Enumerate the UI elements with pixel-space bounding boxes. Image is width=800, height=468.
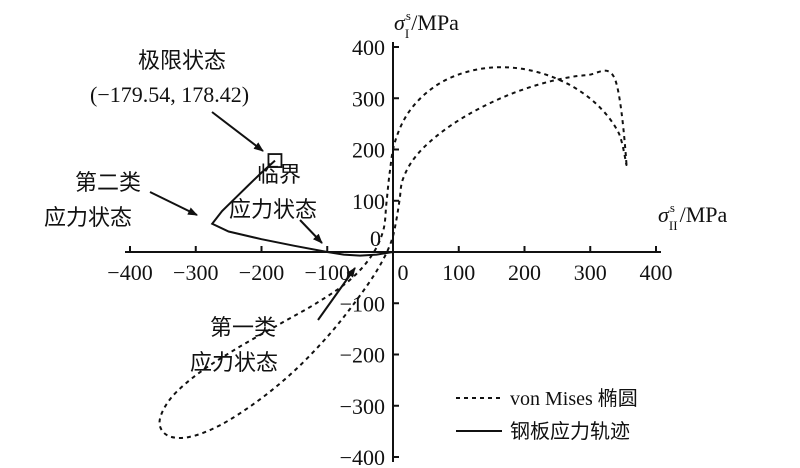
annotation-second-class-line2: 应力状态	[44, 206, 132, 231]
arrow-limit-state	[211, 111, 264, 152]
y-tick-label: −100	[340, 291, 385, 316]
x-axis-title-subscript: II	[669, 218, 678, 233]
x-tick-label: −200	[239, 260, 284, 285]
x-tick-label: −300	[173, 260, 218, 285]
x-axis-title-unit: /MPa	[680, 202, 728, 227]
y-tick-label: 100	[352, 189, 385, 214]
x-axis-title-superscript: s	[670, 200, 675, 215]
arrow-second-class	[149, 191, 198, 216]
y-axis-title-symbol: σ	[394, 10, 406, 35]
annotation-critical-state-line1: 临界	[257, 163, 301, 188]
von-mises-ellipse-line	[158, 66, 628, 439]
y-axis-title-subscript: I	[405, 26, 409, 41]
y-tick-label: 400	[352, 35, 385, 60]
arrow-critical-state	[299, 219, 323, 244]
y-axis-title-superscript: s	[406, 8, 411, 23]
y-tick-label: 300	[352, 86, 385, 111]
y-tick-label: −300	[340, 394, 385, 419]
x-tick-label: −100	[305, 260, 350, 285]
x-axis-title-symbol: σ	[658, 202, 670, 227]
y-tick-label: −200	[340, 343, 385, 368]
annotation-second-class-line1: 第二类	[75, 171, 141, 196]
x-tick-label: 100	[442, 260, 475, 285]
y-axis-ticks: −400 −300 −200 −100 0 100 200 300 400	[340, 35, 399, 468]
stress-trajectory-line	[210, 159, 394, 257]
x-tick-label: 300	[574, 260, 607, 285]
annotation-limit-state-title: 极限状态	[138, 49, 226, 74]
x-tick-label: 200	[508, 260, 541, 285]
y-tick-label-zero: 0	[370, 226, 381, 251]
x-tick-label: −400	[107, 260, 152, 285]
annotation-first-class-line2: 应力状态	[190, 351, 278, 376]
y-tick-label: −400	[340, 445, 385, 468]
x-tick-label: 0	[398, 260, 409, 285]
legend-label-ellipse: von Mises 椭圆	[510, 387, 638, 410]
annotation-critical-state-line2: 应力状态	[229, 198, 317, 223]
x-axis-title: σs II/MPa	[658, 200, 728, 233]
annotation-limit-state-coords: (−179.54, 178.42)	[90, 82, 249, 107]
legend: von Mises 椭圆 钢板应力轨迹	[456, 387, 638, 443]
x-tick-label: 400	[640, 260, 673, 285]
annotation-first-class-line1: 第一类	[210, 316, 276, 341]
y-axis-title-unit: /MPa	[411, 10, 459, 35]
legend-label-trajectory: 钢板应力轨迹	[510, 420, 630, 443]
arrow-first-class	[317, 267, 356, 321]
x-axis-ticks: −400 −300 −200 −100 0 100 200 300 400	[107, 246, 673, 285]
y-tick-label: 200	[352, 138, 385, 163]
limit-state-marker	[267, 153, 283, 168]
y-axis-title: σs I/MPa	[394, 8, 459, 41]
